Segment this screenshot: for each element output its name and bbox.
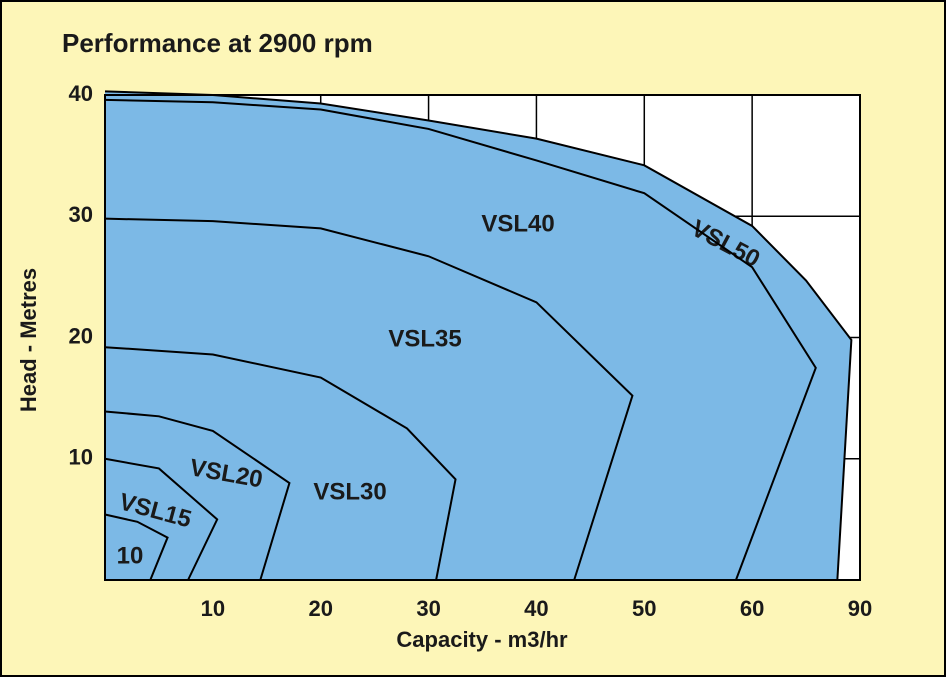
y-axis-title: Head - Metres bbox=[16, 268, 41, 412]
x-tick-label: 90 bbox=[848, 596, 872, 621]
performance-curve bbox=[104, 513, 169, 581]
plot-frame bbox=[104, 94, 861, 581]
x-tick-label: 40 bbox=[524, 596, 548, 621]
x-tick-label: 20 bbox=[308, 596, 332, 621]
chart-title: Performance at 2900 rpm bbox=[62, 28, 373, 58]
performance-curve bbox=[104, 410, 291, 581]
performance-curve bbox=[104, 457, 219, 581]
curve-label: VSL30 bbox=[313, 478, 386, 505]
y-tick-label: 20 bbox=[69, 323, 93, 348]
x-tick-label: 10 bbox=[201, 596, 225, 621]
y-tick-label: 10 bbox=[69, 445, 93, 470]
x-tick-label: 60 bbox=[740, 596, 764, 621]
y-tick-label: 40 bbox=[69, 81, 93, 106]
performance-curve bbox=[104, 90, 853, 581]
curve-label: 10 bbox=[117, 542, 144, 569]
performance-curve bbox=[104, 98, 817, 581]
envelope-area bbox=[105, 91, 852, 581]
x-axis-title: Capacity - m3/hr bbox=[396, 627, 568, 652]
performance-curve bbox=[104, 217, 634, 581]
x-tick-label: 50 bbox=[632, 596, 656, 621]
y-tick-label: 30 bbox=[69, 202, 93, 227]
performance-curve bbox=[104, 346, 457, 581]
curve-label: VSL35 bbox=[388, 325, 461, 352]
curve-label: VSL40 bbox=[481, 210, 554, 237]
x-tick-label: 30 bbox=[416, 596, 440, 621]
